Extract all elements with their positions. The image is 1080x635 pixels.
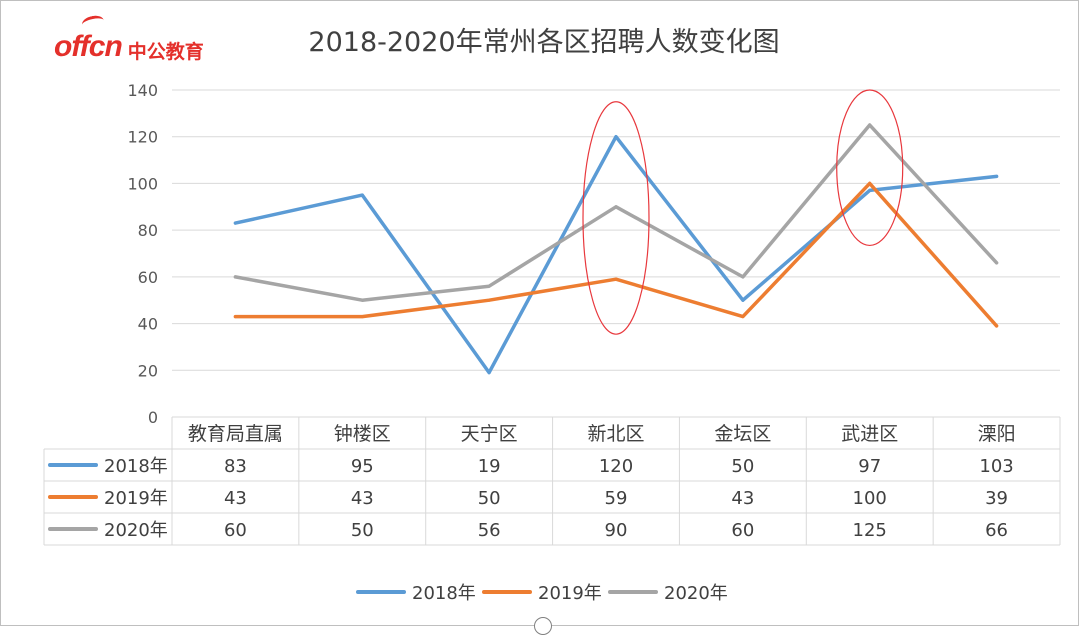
logo-name: 中公教育 (127, 41, 204, 63)
legend: 2018年 2019年 2020年 (356, 583, 728, 604)
legend-label: 2020年 (664, 583, 728, 604)
data-label: 43 (351, 488, 374, 509)
y-tick-label: 40 (138, 315, 158, 334)
x-tick-label: 溧阳 (978, 423, 1016, 445)
data-label: 120 (599, 456, 633, 477)
data-point (233, 315, 237, 319)
data-label: 103 (979, 456, 1013, 477)
data-point (614, 135, 618, 139)
y-tick-label: 140 (127, 81, 158, 100)
table-series-label: 2018年 (104, 456, 168, 477)
data-label: 83 (224, 456, 247, 477)
data-label: 39 (985, 488, 1008, 509)
data-point (360, 298, 364, 302)
y-tick-label: 100 (127, 174, 158, 193)
data-point (487, 298, 491, 302)
data-label: 60 (731, 520, 754, 541)
data-point (360, 315, 364, 319)
data-point (741, 275, 745, 279)
x-tick-label: 金坛区 (714, 423, 771, 445)
y-tick-label: 60 (138, 268, 158, 287)
data-point (614, 205, 618, 209)
highlight-ellipse (582, 101, 650, 335)
data-label: 19 (478, 456, 501, 477)
data-point (487, 371, 491, 375)
y-tick-label: 20 (138, 361, 158, 380)
data-point (868, 181, 872, 185)
table-series-label: 2019年 (104, 488, 168, 509)
data-label: 59 (605, 488, 628, 509)
x-tick-label: 钟楼区 (334, 423, 391, 445)
series-line (233, 123, 999, 302)
series-line (233, 134, 999, 375)
data-point (995, 324, 999, 328)
data-point (233, 275, 237, 279)
x-tick-label: 武进区 (841, 423, 898, 445)
data-point (995, 174, 999, 178)
legend-label: 2018年 (412, 583, 476, 604)
data-point (233, 221, 237, 225)
series-line (233, 181, 999, 328)
data-label: 66 (985, 520, 1008, 541)
data-label: 97 (858, 456, 881, 477)
data-label: 90 (605, 520, 628, 541)
data-point (360, 193, 364, 197)
data-label: 56 (478, 520, 501, 541)
legend-label: 2019年 (538, 583, 602, 604)
data-point (868, 123, 872, 127)
chart-title-wrap: 2018-2020年常州各区招聘人数变化图 (0, 20, 1080, 59)
data-label: 50 (351, 520, 374, 541)
data-label: 95 (351, 456, 374, 477)
y-tick-label: 80 (138, 221, 158, 240)
chart-title: 2018-2020年常州各区招聘人数变化图 (308, 27, 780, 58)
x-tick-label: 教育局直属 (188, 423, 283, 445)
y-tick-label: 0 (148, 408, 158, 427)
logo-mark: offcn (54, 30, 123, 63)
gridlines (172, 89, 1060, 371)
table-series-label: 2020年 (104, 520, 168, 541)
data-label: 100 (853, 488, 887, 509)
data-label: 43 (731, 488, 754, 509)
data-point (614, 277, 618, 281)
y-tick-label: 120 (127, 128, 158, 147)
highlight-ellipse (836, 89, 904, 247)
data-table: 教育局直属 钟楼区 天宁区 新北区 金坛区 武进区 溧阳 2018年 83 95 19 120 50 97… (43, 416, 1061, 546)
data-label: 50 (731, 456, 754, 477)
data-point (741, 315, 745, 319)
x-tick-label: 新北区 (587, 423, 644, 445)
x-tick-label: 天宁区 (461, 423, 518, 445)
brand-logo: offcn 中公教育 (54, 13, 204, 63)
data-label: 43 (224, 488, 247, 509)
data-label: 60 (224, 520, 247, 541)
data-point (741, 298, 745, 302)
data-point (868, 188, 872, 192)
data-label: 50 (478, 488, 501, 509)
data-label: 125 (853, 520, 887, 541)
data-point (995, 261, 999, 265)
resize-handle[interactable] (534, 617, 552, 635)
data-point (487, 284, 491, 288)
